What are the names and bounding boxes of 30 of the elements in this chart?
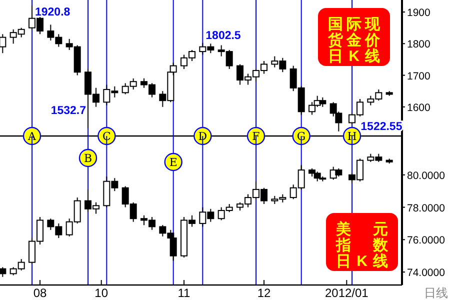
ref-line-label: H — [347, 130, 357, 143]
annotation: 1920.8 — [35, 6, 71, 18]
x-tick-label: 10 — [94, 286, 108, 300]
annotation: 国际现货金价日K线 — [327, 16, 381, 65]
ref-line-label: G — [296, 130, 306, 143]
y-tick-label: 78.0000 — [407, 202, 446, 214]
x-tick-label: 2012/01 — [324, 286, 369, 300]
x-tick-label: 08 — [33, 286, 47, 300]
annotation: 1802.5 — [206, 30, 242, 42]
ref-line-label: E — [169, 156, 178, 169]
ref-line-label: F — [252, 130, 260, 143]
annotation: 1532.7 — [50, 105, 86, 118]
x-tick-label: 12 — [257, 286, 271, 300]
y-tick-label: 74.0000 — [407, 267, 446, 280]
ref-line-label: D — [198, 130, 208, 143]
y-tick-label: 1800 — [407, 38, 431, 51]
y-tick-label: 1700 — [407, 70, 431, 82]
y-tick-label: 76.0000 — [407, 234, 446, 247]
annotation: 美元指数日K线 — [335, 220, 389, 270]
x-tick-label: 11 — [178, 286, 191, 300]
candlestick — [170, 236, 177, 262]
y-tick-label: 1600 — [407, 102, 431, 114]
y-tick-label: 1900 — [407, 7, 431, 20]
candlestick — [0, 34, 6, 54]
ref-line-label: C — [102, 130, 111, 143]
ref-line-label: B — [84, 152, 92, 165]
ref-line-label: A — [27, 130, 38, 143]
text: 日线 — [424, 286, 448, 300]
y-tick-label: 80.0000 — [407, 170, 446, 182]
candlestick — [0, 266, 6, 278]
